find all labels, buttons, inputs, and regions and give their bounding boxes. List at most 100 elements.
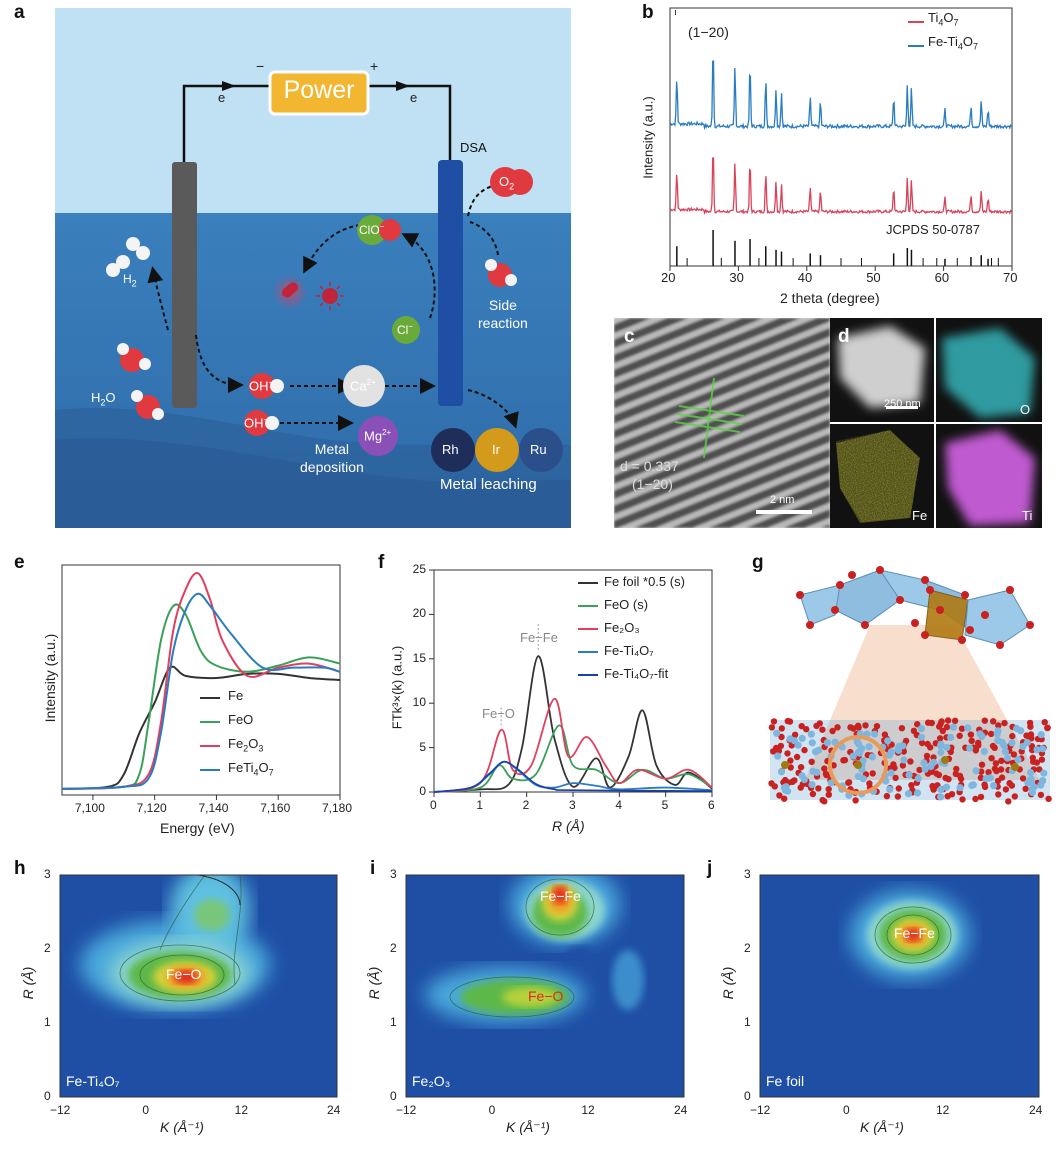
wt-ytick-i: 1 (390, 1015, 397, 1029)
wt-ylabel-h: R (Å) (20, 966, 36, 1000)
wt-xlabel-h: K (Å⁻¹) (160, 1119, 204, 1135)
wt-ytick-i: 2 (390, 941, 397, 955)
panel-letter-d: d (838, 326, 850, 347)
wt-xtick-i: 24 (674, 1103, 688, 1117)
slab-structure (768, 717, 1052, 805)
cathode-electrode (172, 162, 197, 408)
exafs-ytick: 0 (419, 784, 426, 798)
xanes-xtick: 7,160 (260, 801, 291, 815)
wt-xlabel-j: K (Å⁻¹) (860, 1119, 904, 1135)
exafs-legend-item: Fe foil *0.5 (s) (604, 574, 685, 589)
side-reaction-label: Side reaction (478, 297, 528, 331)
exafs-series-2 (433, 697, 713, 793)
wt-feature-h: Fe−O (166, 966, 202, 982)
wt-xtick-j: 0 (843, 1103, 850, 1117)
wt-xtick-i: 0 (488, 1103, 496, 1117)
heatmap-i (406, 875, 684, 1097)
wt-xlabel-i: K (Å⁻¹) (506, 1119, 550, 1135)
exafs-ytick: 5 (419, 739, 426, 754)
xrd-xtick: 50 (866, 270, 881, 285)
wt-xtick-h: 12 (234, 1103, 249, 1117)
xanes-ylabel: Intensity (a.u.) (42, 633, 58, 723)
h2-label: H2 (123, 272, 137, 289)
wt-xtick-h: 0 (142, 1103, 150, 1117)
wt-ylabel-i: R (Å) (366, 966, 382, 1000)
wt-xtick-j: −12 (750, 1103, 771, 1117)
xrd-reference-label: JCPDS 50-0787 (886, 222, 980, 237)
ru-label: Ru (530, 442, 547, 457)
wt-xtick-i: 12 (581, 1103, 595, 1117)
xanes-xtick: 7,100 (74, 801, 105, 815)
rh-label: Rh (442, 442, 459, 457)
wt-ytick-i: 3 (390, 867, 397, 881)
wt-ytick-h: 2 (44, 941, 51, 955)
exafs-legend-item: FeO (s) (604, 597, 649, 612)
xrd-xlabel: 2 theta (degree) (780, 290, 880, 306)
electron-left: e (218, 90, 226, 105)
exafs-series-4 (433, 760, 713, 793)
wt-ytick-j: 1 (744, 1015, 751, 1029)
panel-e-xanes-chart (61, 564, 341, 800)
panel-a-schematic (55, 8, 571, 528)
clo-label: ClO− (359, 222, 385, 237)
exafs-legend-item: Fe-Ti₄O₇ (604, 643, 654, 658)
xanes-series-fe (61, 665, 341, 790)
wt-sample-label-i: Fe₂O₃ (412, 1073, 451, 1089)
o2-label: O2 (499, 174, 515, 192)
exafs-legend-item: Fe₂O₃ (604, 620, 640, 635)
xanes-series-feo (61, 603, 341, 790)
xanes-legend-item: Fe (228, 688, 244, 703)
wt-xtick-h: −12 (50, 1103, 71, 1117)
ca-label: Ca2+ (350, 378, 376, 394)
exafs-legend-item: Fe-Ti₄O₇-fit (604, 666, 669, 681)
oh-label-2: OH− (244, 415, 269, 431)
xrd-xtick: 20 (661, 270, 676, 285)
xanes-series-feti4o7 (61, 592, 341, 790)
wt-xtick-h: 24 (327, 1103, 341, 1117)
tem-d-spacing-label: d = 0.337 (620, 458, 679, 474)
exafs-annot-feo: Fe−O (482, 706, 515, 721)
xanes-xlabel: Energy (eV) (160, 820, 235, 836)
exafs-xtick: 4 (615, 798, 623, 812)
panel-letter-a: a (14, 2, 25, 23)
wt-ytick-h: 3 (44, 867, 51, 881)
dsa-label: DSA (460, 140, 487, 155)
wt-ylabel-j: R (Å) (720, 966, 736, 1000)
wt-feature-i-top: Fe−Fe (540, 888, 581, 904)
eds-map-ti-label: Ti (1022, 508, 1033, 523)
panel-letter-g: g (752, 552, 764, 573)
xanes-xtick: 7,120 (136, 801, 167, 815)
tem-scale-label: 2 nm (770, 494, 795, 506)
power-box (268, 70, 370, 116)
minus-sign: − (256, 58, 265, 74)
mg-label: Mg2+ (364, 428, 392, 444)
xrd-series-ti4o7 (669, 157, 1012, 216)
panel-b-xrd-chart (669, 7, 1013, 271)
xrd-peak-label: (1−20) (688, 24, 729, 40)
xanes-xtick: 7,140 (198, 801, 229, 815)
panel-letter-b: b (642, 2, 654, 23)
exafs-xtick: 1 (476, 798, 484, 812)
heatmap-h (60, 875, 337, 1097)
panel-g-crystal-structure (768, 566, 1052, 805)
panel-d-eds-maps (830, 318, 1042, 528)
panel-f-exafs-chart (429, 569, 713, 797)
xrd-ylabel: Intensity (a.u.) (640, 96, 656, 179)
exafs-ytick: 25 (412, 562, 426, 576)
wt-sample-label-j: Fe foil (766, 1073, 805, 1089)
exafs-ytick: 20 (412, 606, 426, 621)
wt-xtick-j: 24 (1029, 1103, 1043, 1117)
metal-leaching-label: Metal leaching (440, 476, 537, 493)
wt-ytick-h: 0 (44, 1089, 51, 1103)
xrd-xtick: 30 (729, 270, 744, 285)
exafs-ytick: 10 (412, 695, 426, 710)
h2o-label: H2O (91, 390, 116, 408)
octahedra-cluster (796, 566, 1034, 649)
exafs-annot-fefe: Fe−Fe (520, 630, 558, 645)
anode-electrode (438, 160, 463, 406)
xrd-legend-ti4o7: Ti4O7 (928, 10, 959, 28)
panel-letter-j: j (707, 858, 713, 879)
exafs-xlabel: R (Å) (552, 818, 585, 834)
xanes-legend-item: FeTi4O7 (228, 760, 274, 778)
eds-map-fe-label: Fe (912, 508, 928, 523)
